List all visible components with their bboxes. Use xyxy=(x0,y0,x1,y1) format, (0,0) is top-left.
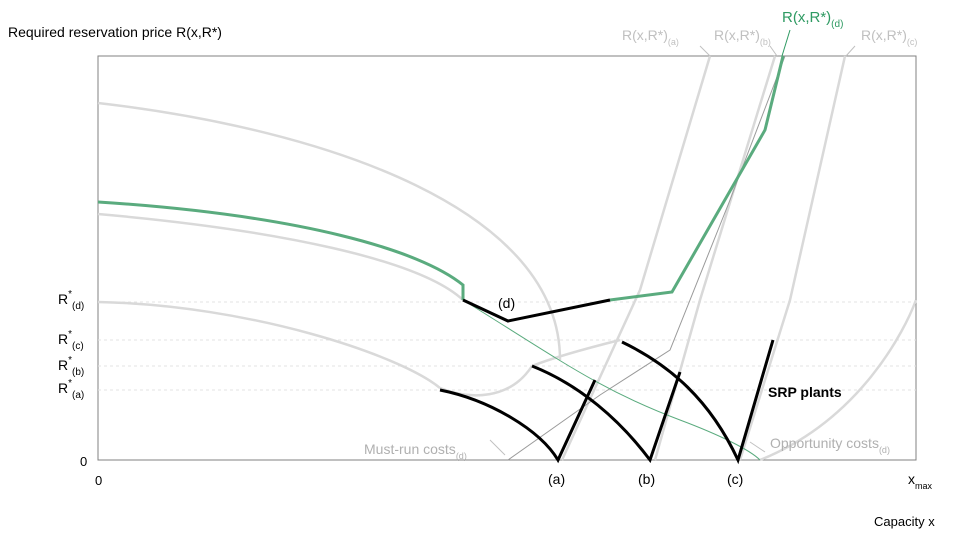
r-star-a-label: R*(a) xyxy=(58,378,84,401)
point-label-a: (a) xyxy=(548,471,565,487)
connector-must-run xyxy=(489,439,506,456)
opportunity-costs-line xyxy=(462,299,761,461)
curve-label-a: R(x,R*)(a) xyxy=(622,27,679,47)
curve-label-b: R(x,R*)(b) xyxy=(714,27,771,47)
curve-label-d: R(x,R*)(d) xyxy=(782,9,843,30)
grey-curves xyxy=(97,55,918,462)
curve-d-left xyxy=(97,212,464,301)
curve-b-left xyxy=(439,365,534,397)
label-connectors xyxy=(489,45,856,456)
plant-curve-b xyxy=(531,364,682,464)
point-label-b: (b) xyxy=(638,471,655,487)
plot-frame xyxy=(97,55,917,461)
curve-label-c: R(x,R*)(c) xyxy=(861,27,917,47)
highlighted-curve-d-right xyxy=(609,55,785,302)
srp-plants-label: SRP plants xyxy=(768,384,842,400)
x-max-label: xmax xyxy=(908,471,933,491)
r-star-c-label: R*(c) xyxy=(58,329,84,352)
must-run-costs-line xyxy=(507,55,786,461)
connector-a xyxy=(699,45,711,57)
top-opportunity-curve xyxy=(97,101,562,361)
highlighted-curve-d xyxy=(97,200,465,300)
x-origin-label: 0 xyxy=(95,473,102,488)
r-star-d-label: R*(d) xyxy=(58,289,84,312)
connector-opportunity xyxy=(749,441,766,453)
x-axis-title: Capacity x xyxy=(874,514,935,529)
upper-curve-c xyxy=(738,55,847,461)
opportunity-costs-label: Opportunity costs(d) xyxy=(770,435,890,455)
srp-plant-curves xyxy=(439,298,775,465)
plant-curve-d xyxy=(462,298,611,323)
point-label-d: (d) xyxy=(498,295,515,311)
reference-lines xyxy=(98,301,916,391)
connector-d xyxy=(781,29,791,57)
plant-curve-c xyxy=(621,339,775,465)
upper-curve-b xyxy=(653,55,777,461)
curve-b-cont xyxy=(531,338,621,368)
upper-curve-a xyxy=(560,55,712,461)
y-zero-label: 0 xyxy=(80,454,87,469)
y-axis-title: Required reservation price R(x,R*) xyxy=(8,24,222,40)
must-run-costs-label: Must-run costs(d) xyxy=(364,441,467,461)
plant-curve-a xyxy=(439,379,597,464)
r-star-b-label: R*(b) xyxy=(58,355,84,378)
point-label-c: (c) xyxy=(727,471,743,487)
curve-a-left xyxy=(97,300,441,389)
connector-b xyxy=(769,45,778,57)
connector-c xyxy=(845,45,856,57)
right-falling-curve xyxy=(759,299,918,462)
